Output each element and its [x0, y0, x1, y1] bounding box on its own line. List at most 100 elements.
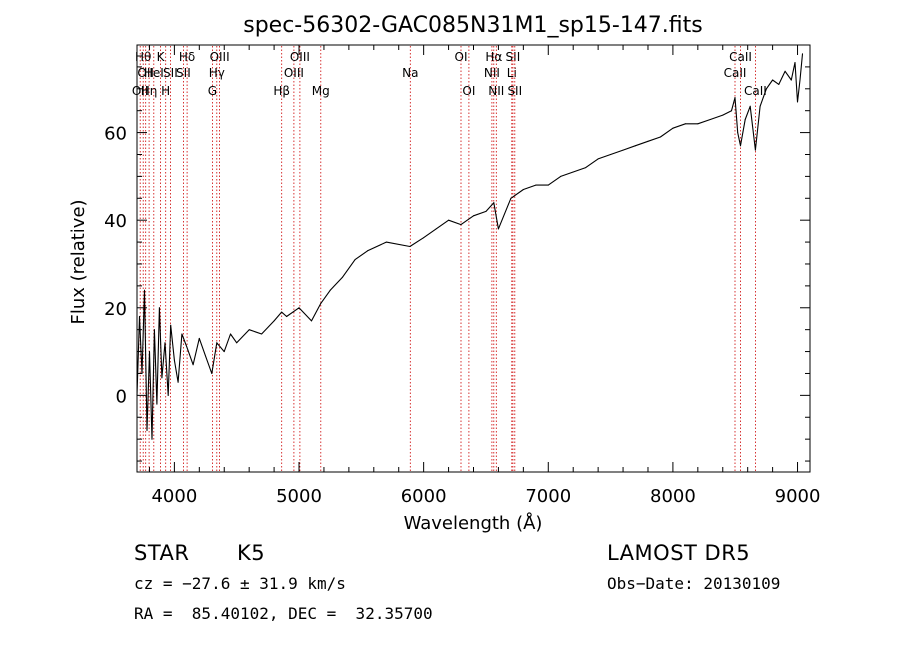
- data-point: [146, 429, 148, 431]
- data-point: [759, 105, 761, 107]
- data-point: [765, 88, 767, 90]
- redshift-info: cz = −27.6 ± 31.9 km/s: [134, 574, 346, 593]
- data-point: [286, 316, 288, 317]
- data-point: [170, 324, 172, 326]
- line-marker-label: K: [157, 50, 166, 64]
- data-point: [659, 136, 661, 138]
- data-point: [493, 202, 495, 204]
- data-point: [211, 373, 213, 374]
- data-point: [409, 246, 411, 247]
- data-point: [497, 228, 499, 230]
- line-marker-label: OII: [137, 66, 154, 80]
- line-marker-label: NII: [488, 84, 504, 98]
- data-point: [173, 359, 175, 361]
- line-marker-label: CaII: [729, 50, 752, 64]
- data-point: [164, 342, 166, 344]
- data-point: [153, 329, 155, 331]
- y-tick-label: 60: [104, 124, 127, 145]
- data-point: [423, 237, 425, 239]
- data-point: [167, 394, 169, 396]
- data-point: [216, 342, 218, 344]
- survey-name: LAMOST DR5: [607, 541, 751, 565]
- data-point: [385, 241, 387, 243]
- data-point: [597, 158, 599, 160]
- data-point: [740, 145, 741, 147]
- line-marker-label: SII: [176, 66, 191, 80]
- data-point: [797, 101, 798, 103]
- plot-frame: [136, 44, 811, 473]
- line-marker-label: Hβ: [273, 84, 290, 98]
- line-marker-label: Hγ: [209, 66, 225, 80]
- data-point: [460, 224, 462, 226]
- data-point: [354, 259, 356, 261]
- data-point: [547, 184, 549, 186]
- data-point: [177, 381, 179, 383]
- line-marker-label: CaII: [724, 66, 747, 80]
- data-point: [320, 302, 322, 304]
- data-point: [311, 320, 312, 322]
- data-point: [610, 154, 612, 155]
- data-point: [635, 145, 636, 147]
- data-point: [149, 351, 150, 353]
- data-point: [248, 329, 250, 331]
- object-class: STAR: [134, 541, 190, 565]
- y-tick-label: 0: [116, 386, 127, 407]
- axis-ticks: 4000 5000 6000 7000 8000 9000 0 20 40 60: [104, 45, 820, 507]
- data-point: [734, 97, 736, 99]
- line-marker-label: Hδ: [179, 50, 195, 64]
- line-marker-label: NII: [484, 66, 500, 80]
- data-point: [448, 219, 450, 221]
- data-point: [772, 79, 774, 81]
- data-point: [161, 377, 163, 379]
- data-point: [535, 184, 537, 186]
- data-point: [192, 364, 194, 366]
- data-point: [784, 70, 786, 72]
- data-point: [367, 250, 369, 252]
- data-point: [144, 289, 145, 291]
- data-point: [672, 127, 674, 129]
- line-marker-label: H: [161, 84, 170, 98]
- data-point: [273, 320, 275, 322]
- spectrum-line-0: [136, 53, 804, 440]
- x-axis-label: Wavelength (Å): [404, 512, 543, 534]
- line-marker-label: Li: [507, 66, 517, 80]
- x-tick-label: 4000: [151, 486, 197, 507]
- coordinates: RA = 85.40102, DEC = 32.35700: [134, 604, 433, 623]
- line-marker-label: SII: [507, 84, 522, 98]
- data-point: [223, 351, 225, 353]
- data-point: [261, 333, 263, 335]
- data-point: [709, 119, 711, 120]
- data-point: [754, 149, 756, 151]
- x-tick-label: 5000: [276, 486, 322, 507]
- line-marker-label: OII: [132, 84, 149, 98]
- line-markers: OIIHθOIIHηHeIKHSIIHδSIIGHγOIIIHβOIIIOIII…: [132, 46, 767, 472]
- line-marker-label: G: [208, 84, 217, 98]
- object-subclass: K5: [237, 541, 266, 565]
- line-marker-label: OIII: [284, 66, 304, 80]
- x-tick-label: 8000: [650, 486, 696, 507]
- data-point: [790, 79, 792, 81]
- y-tick-label: 20: [104, 299, 127, 320]
- data-point: [744, 119, 746, 120]
- line-marker-label: OIII: [290, 50, 310, 64]
- data-point: [510, 197, 512, 199]
- data-point: [572, 171, 574, 173]
- line-marker-label: Hα: [485, 50, 502, 64]
- data-point: [560, 175, 562, 177]
- data-point: [473, 215, 474, 217]
- line-marker-label: HeI: [144, 66, 164, 80]
- data-point: [749, 105, 751, 107]
- x-tick-label: 7000: [525, 486, 571, 507]
- line-marker-label: Mg: [312, 84, 330, 98]
- data-point: [156, 403, 158, 405]
- data-point: [342, 276, 344, 278]
- data-point: [802, 53, 803, 55]
- data-point: [230, 333, 231, 335]
- data-point: [799, 79, 801, 81]
- line-marker-label: Hθ: [135, 50, 151, 64]
- x-tick-label: 9000: [775, 486, 821, 507]
- data-point: [236, 342, 238, 344]
- x-tick-label: 6000: [401, 486, 447, 507]
- data-point: [522, 189, 524, 190]
- data-point: [205, 355, 206, 357]
